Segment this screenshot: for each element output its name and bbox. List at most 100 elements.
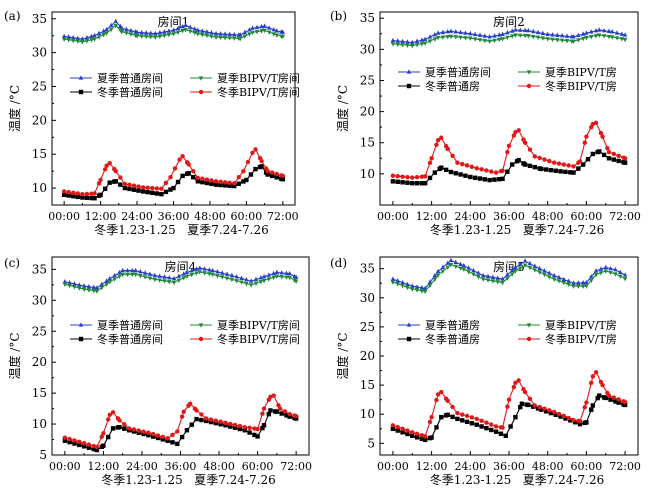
data-point: [147, 276, 153, 281]
data-point: [259, 29, 264, 34]
data-point: [522, 140, 528, 145]
data-point: [495, 275, 500, 280]
data-point: [128, 27, 134, 33]
data-point: [589, 407, 594, 412]
y-tick-label: 30: [360, 42, 375, 56]
data-point: [497, 32, 502, 37]
data-point: [271, 26, 276, 32]
data-point: [526, 34, 531, 39]
data-point: [152, 272, 157, 278]
data-point: [117, 424, 122, 430]
data-point: [262, 23, 267, 28]
legend-label: 冬季BIPV/T房: [545, 79, 617, 93]
data-point: [143, 34, 149, 40]
data-point: [522, 162, 528, 167]
data-point: [162, 33, 167, 39]
data-point: [613, 399, 618, 404]
data-point: [576, 166, 581, 171]
data-point: [171, 27, 176, 32]
data-point: [561, 162, 567, 167]
data-point: [75, 191, 81, 196]
data-point: [162, 274, 167, 279]
data-point: [175, 429, 180, 434]
data-point: [545, 31, 550, 37]
data-point: [61, 192, 67, 198]
legend-marker: [406, 336, 412, 342]
data-point: [611, 157, 617, 162]
data-point: [122, 185, 128, 191]
data-point: [86, 445, 92, 450]
data-point: [527, 147, 533, 152]
data-point: [179, 434, 185, 440]
data-point: [104, 163, 109, 168]
data-point: [440, 264, 446, 270]
data-point: [432, 31, 438, 37]
data-point: [171, 275, 177, 281]
data-point: [545, 37, 550, 42]
data-point: [439, 389, 444, 395]
data-point: [138, 269, 143, 274]
data-point: [189, 272, 194, 278]
data-point: [218, 35, 223, 41]
x-axis-label: 冬季1.23-1.25 夏季7.24-7.26: [430, 222, 604, 237]
data-point: [468, 30, 473, 36]
panel-label: (a): [4, 9, 21, 23]
data-point: [176, 278, 182, 283]
data-point: [134, 34, 140, 39]
data-point: [284, 275, 289, 280]
data-point: [493, 429, 499, 434]
data-point: [195, 179, 200, 184]
data-point: [163, 189, 169, 195]
chart-panel-2: 10 15 20 25 30 35 00:00 12:00 24:00 36:00 48:00 60:…: [330, 9, 641, 237]
data-point: [261, 406, 267, 411]
data-point: [141, 429, 146, 434]
data-point: [622, 399, 628, 405]
data-point: [168, 175, 173, 180]
data-point: [247, 430, 252, 435]
legend-label: 夏季BIPV/T房间: [217, 72, 300, 85]
data-point: [434, 397, 439, 403]
legend-label: 冬季BIPV/T房: [545, 332, 617, 346]
data-point: [271, 32, 276, 37]
legend-marker: [78, 89, 84, 95]
data-point: [213, 418, 219, 423]
data-point: [204, 180, 210, 186]
data-point: [580, 284, 586, 289]
data-point: [122, 426, 127, 431]
data-point: [405, 43, 410, 48]
data-point: [518, 33, 523, 39]
data-point: [558, 414, 563, 419]
data-point: [580, 279, 586, 285]
x-tick-label: 36:00: [493, 460, 525, 473]
data-point: [500, 281, 505, 286]
data-point: [218, 179, 223, 185]
data-point: [435, 268, 441, 274]
data-point: [180, 23, 185, 29]
data-point: [239, 280, 244, 285]
data-point: [255, 434, 260, 439]
data-point: [395, 179, 400, 185]
data-point: [551, 160, 557, 165]
data-point: [453, 171, 458, 176]
data-point: [498, 431, 504, 436]
data-point: [175, 179, 181, 185]
legend-item: 冬季普通房: [398, 79, 480, 93]
panel-label: (d): [330, 256, 347, 270]
data-point: [86, 442, 92, 447]
series-line: [392, 394, 626, 441]
data-point: [276, 403, 281, 408]
data-point: [175, 25, 181, 31]
data-point: [96, 35, 102, 40]
data-point: [130, 272, 135, 278]
data-point: [481, 272, 486, 278]
series-4: [390, 120, 628, 180]
data-point: [81, 444, 87, 449]
data-point: [400, 430, 405, 435]
data-point: [395, 38, 400, 43]
data-point: [126, 426, 132, 431]
series-1: [62, 265, 299, 290]
legend-item: 夏季BIPV/T房间: [190, 319, 300, 332]
data-point: [215, 273, 220, 279]
data-point: [458, 29, 463, 35]
legend-marker: [198, 336, 204, 342]
